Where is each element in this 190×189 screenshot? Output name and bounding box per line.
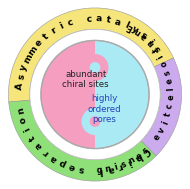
Text: t: t — [41, 32, 51, 41]
Text: g: g — [96, 166, 102, 175]
Text: h: h — [133, 152, 143, 163]
Text: t: t — [105, 15, 111, 25]
Text: a: a — [96, 14, 102, 23]
Text: C: C — [140, 145, 151, 156]
Text: r: r — [117, 161, 124, 171]
Text: r: r — [49, 26, 58, 36]
Text: s: s — [120, 159, 128, 170]
Circle shape — [90, 116, 100, 127]
Text: s: s — [16, 73, 26, 80]
Text: A: A — [15, 82, 25, 90]
Text: s: s — [138, 30, 148, 41]
Text: e: e — [165, 77, 174, 84]
Text: n: n — [132, 26, 142, 37]
Text: s: s — [151, 44, 161, 54]
Text: i: i — [161, 120, 170, 125]
Text: s: s — [78, 164, 85, 174]
Text: i: i — [59, 21, 65, 31]
Text: abundant
chiral sites: abundant chiral sites — [62, 70, 109, 89]
Text: l: l — [166, 87, 175, 91]
Text: a: a — [113, 17, 122, 27]
Text: highly
ordered
pores: highly ordered pores — [88, 94, 121, 124]
Text: s: s — [162, 68, 173, 76]
Text: m: m — [27, 44, 40, 57]
Text: i: i — [145, 38, 154, 46]
Wedge shape — [41, 40, 95, 149]
Text: p: p — [58, 158, 67, 168]
Text: l: l — [99, 166, 103, 175]
Text: n: n — [104, 164, 112, 174]
Text: c: c — [86, 14, 93, 23]
Text: i: i — [156, 53, 165, 60]
Text: e: e — [67, 161, 76, 172]
Text: i: i — [23, 125, 32, 132]
Text: E: E — [125, 22, 134, 32]
Text: o: o — [159, 60, 170, 68]
Wedge shape — [9, 100, 156, 181]
Text: n: n — [127, 155, 137, 166]
Wedge shape — [141, 58, 182, 156]
Circle shape — [30, 29, 160, 160]
Text: e: e — [152, 133, 163, 143]
Text: s: s — [141, 146, 151, 156]
Text: n: n — [145, 37, 156, 48]
Wedge shape — [30, 29, 160, 160]
Text: e: e — [135, 151, 144, 161]
Circle shape — [82, 54, 108, 81]
Text: e: e — [34, 38, 44, 48]
Text: o: o — [18, 115, 29, 124]
Text: i: i — [126, 157, 133, 167]
Text: v: v — [157, 126, 167, 135]
Text: m: m — [22, 52, 34, 65]
Circle shape — [41, 40, 149, 149]
Text: e: e — [166, 94, 175, 100]
Text: c: c — [67, 17, 75, 28]
Text: t: t — [163, 112, 173, 117]
Text: r: r — [41, 147, 50, 157]
Text: a: a — [107, 164, 115, 174]
Text: a: a — [49, 153, 59, 164]
Circle shape — [90, 62, 100, 73]
Text: a: a — [139, 31, 149, 42]
Text: y: y — [130, 25, 140, 35]
Text: l: l — [123, 21, 130, 30]
Circle shape — [82, 108, 108, 135]
Text: i: i — [114, 163, 119, 172]
Text: n: n — [16, 106, 26, 114]
Text: t: t — [28, 133, 37, 142]
Text: a: a — [33, 140, 44, 151]
Wedge shape — [8, 8, 173, 102]
Text: t: t — [151, 45, 161, 53]
Text: c: c — [165, 103, 175, 109]
Text: y: y — [19, 63, 29, 72]
